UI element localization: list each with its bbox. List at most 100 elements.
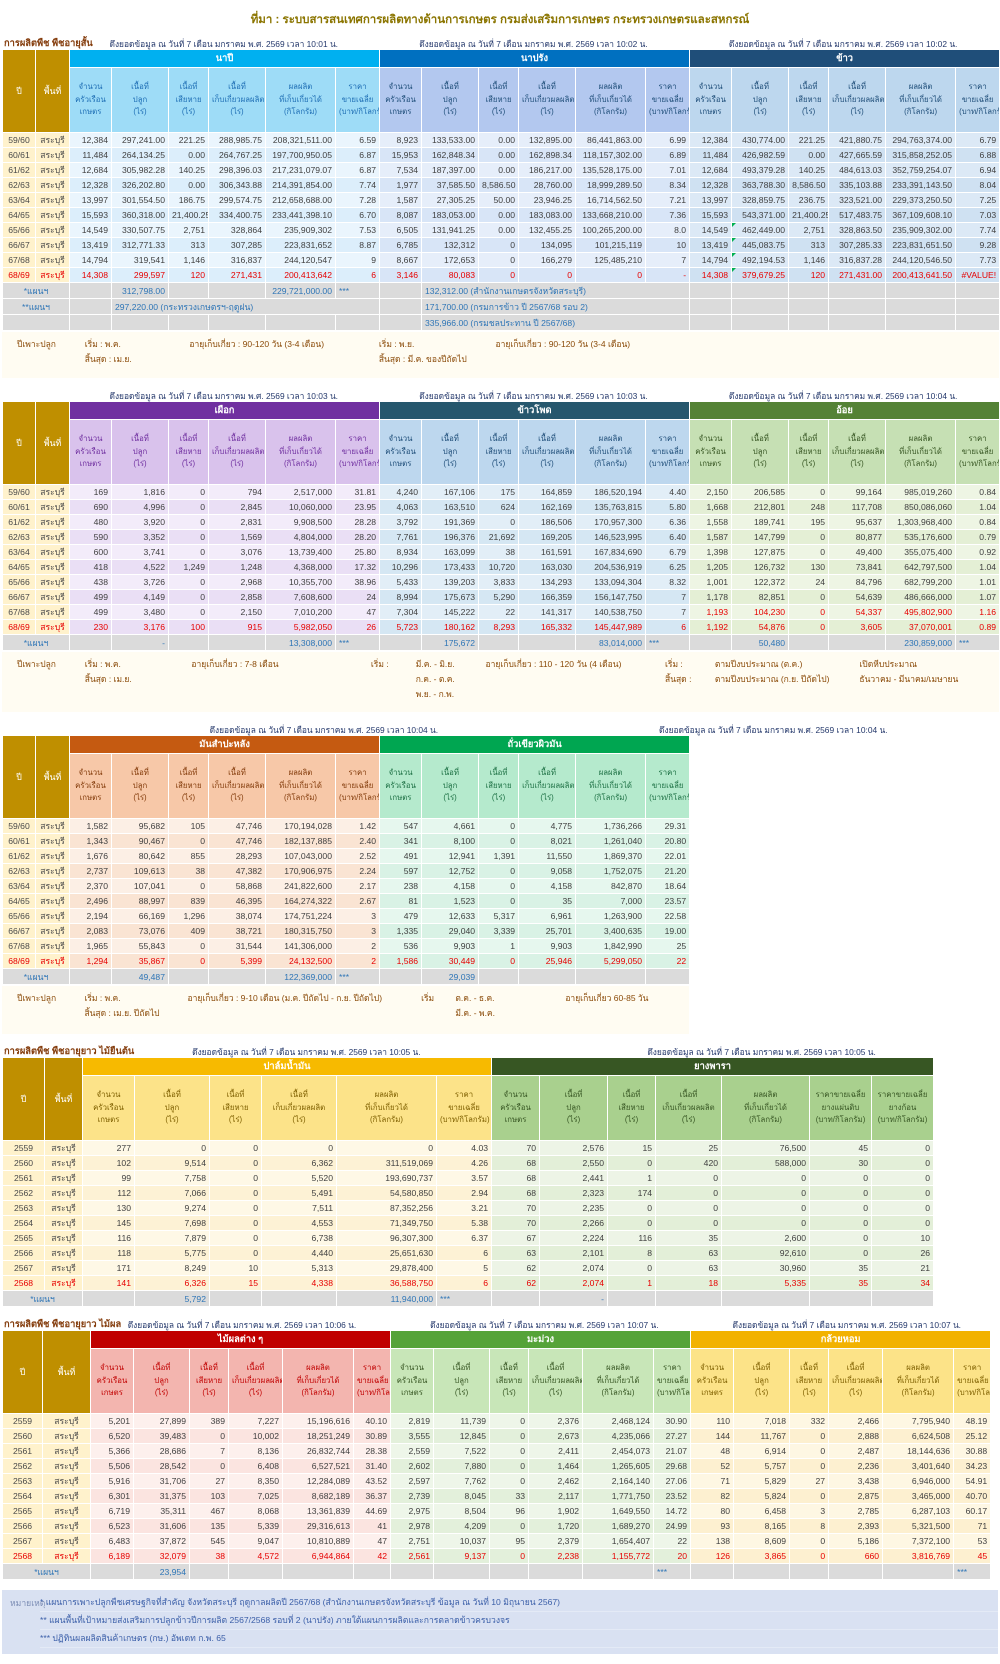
data-cell: 8,667 — [379, 252, 423, 268]
area-cell: สระบุรี — [44, 1155, 83, 1171]
column-header: ผลผลิต ที่เก็บเกี่ยวได้ (กิโลกรัม) — [265, 67, 336, 133]
data-cell: 10,060,000 — [265, 499, 336, 515]
column-header: ราคาขายเฉลี่ย(บาท/กิโลกรัม) — [955, 419, 1000, 485]
data-cell: 76,500 — [721, 1140, 811, 1156]
data-cell: 221.25 — [168, 132, 209, 148]
data-cell: 107,041 — [111, 878, 169, 894]
plan-cell — [788, 282, 830, 299]
plan-cell — [265, 314, 336, 331]
data-cell: 288,985.75 — [208, 132, 266, 148]
data-cell: 1,523 — [421, 893, 480, 909]
data-cell: 0 — [809, 1200, 873, 1216]
data-timestamp: ดึงยอดข้อมูล ณ วันที่ 7 เดือน มกราคม พ.ศ… — [127, 1320, 357, 1330]
column-header: ผลผลิต ที่เก็บเกี่ยวได้ (กิโลกรัม) — [721, 1075, 811, 1141]
data-cell: 132,312 — [421, 237, 480, 253]
data-cell: 3,438 — [828, 1473, 884, 1489]
area-cell: สระบุรี — [35, 484, 70, 500]
column-header: เนื้อที่ เสียหาย (ไร่) — [489, 1348, 530, 1414]
year-cell: 2563 — [2, 1200, 45, 1216]
data-cell: 0 — [607, 1215, 657, 1231]
data-cell: 0 — [478, 514, 520, 530]
data-cell: 189,741 — [731, 514, 790, 530]
year-cell: 62/63 — [2, 863, 36, 879]
data-cell: 1,398 — [689, 544, 733, 560]
column-header: ราคาขายเฉลี่ย(บาท/กิโลกรัม) — [653, 1348, 692, 1414]
data-cell: 196,376 — [421, 529, 480, 545]
plan-cell — [518, 968, 577, 985]
plan-cell — [690, 1563, 735, 1580]
plan-cell — [731, 282, 790, 299]
data-cell: 132,895.00 — [518, 132, 577, 148]
data-cell: 7,025 — [228, 1488, 283, 1504]
data-cell: 277 — [82, 1140, 135, 1156]
plan-cell — [208, 314, 266, 331]
data-cell: 162,169 — [518, 499, 577, 515]
data-cell: 10 — [209, 1260, 262, 1276]
data-cell: 13,739,400 — [265, 544, 336, 560]
data-cell: 0 — [489, 1473, 530, 1489]
data-cell: 183,053.00 — [421, 207, 480, 223]
data-cell: 193,690,737 — [336, 1170, 437, 1186]
area-cell: สระบุรี — [35, 499, 70, 515]
data-cell: 8,923 — [379, 132, 423, 148]
data-cell: 271,431 — [208, 267, 266, 283]
data-cell: 15,196,616 — [282, 1413, 354, 1429]
data-cell: 48.19 — [953, 1413, 992, 1429]
data-cell: 15,953 — [379, 147, 423, 163]
data-cell: 0 — [871, 1185, 935, 1201]
data-cell: 0 — [134, 1140, 210, 1156]
data-cell: 1,294 — [69, 953, 112, 969]
data-cell: 11,767 — [733, 1428, 791, 1444]
table-caption-row: การผลิตพืช พืชอายุยาว ไม้ยืนต้น ดึงยอดข้อ… — [2, 1044, 998, 1057]
plan-cell: 171,700.00 (กรมการข้าว ปี 2567/68 รอบ 2) — [421, 298, 691, 315]
data-cell: 3,400,635 — [575, 923, 647, 939]
year-cell: 59/60 — [2, 484, 36, 500]
data-cell: 5,321,500 — [882, 1518, 955, 1534]
data-cell: 0 — [809, 1215, 873, 1231]
data-cell: 0.00 — [478, 132, 520, 148]
data-cell: 545 — [189, 1533, 229, 1549]
data-cell: 311,519,069 — [336, 1155, 437, 1171]
data-cell: 117,708 — [828, 499, 887, 515]
data-cell: 18,251,249 — [282, 1428, 354, 1444]
plan-cell — [189, 1563, 229, 1580]
section-banner: นาปรัง — [379, 49, 691, 68]
plan-row: *แผนฯ -13,308,000 *** 175,672 83,014,000 *** 5… — [2, 634, 1000, 651]
plan-cell — [871, 1290, 935, 1307]
column-header: ราคาขายเฉลี่ย(บาท/กิโลกรัม) — [334, 419, 381, 485]
area-cell: สระบุรี — [42, 1518, 91, 1534]
data-cell: 2,739 — [390, 1488, 435, 1504]
data-cell: 1,586 — [379, 953, 423, 969]
data-cell: 8,994 — [379, 589, 423, 605]
data-cell: 6,287,103 — [882, 1503, 955, 1519]
data-cell: 2,751 — [390, 1533, 435, 1549]
data-cell: 30 — [809, 1155, 873, 1171]
data-cell: 0 — [788, 589, 830, 605]
data-cell: 328,859.75 — [731, 192, 790, 208]
data-cell: 0 — [168, 484, 209, 500]
year-cell: 63/64 — [2, 878, 36, 894]
data-cell: 1,146 — [168, 252, 209, 268]
data-cell: 6,946,000 — [882, 1473, 955, 1489]
data-cell: 15,593 — [689, 207, 733, 223]
crop-info-item: ต.ค. - ธ.ค. มี.ค. - พ.ค. — [455, 993, 495, 1018]
data-cell: 47,382 — [208, 863, 266, 879]
data-cell: 84,796 — [828, 574, 887, 590]
data-cell: 8.34 — [645, 177, 691, 193]
data-cell: 0 — [209, 1140, 262, 1156]
data-cell: 6,408 — [228, 1458, 283, 1474]
data-cell: 9,274 — [134, 1200, 210, 1216]
data-cell: 3,605 — [828, 619, 887, 635]
data-cell: 7,304 — [379, 604, 423, 620]
data-cell: 8 — [789, 1518, 830, 1534]
data-cell: 161,591 — [518, 544, 577, 560]
data-table: ปี พื้นที่ ไม้ผลต่าง ๆมะม่วง กล้วยหอม จำนวนค… — [2, 1330, 992, 1580]
data-cell: 180,315,750 — [265, 923, 336, 939]
table-row: 2559 สระบุรี 5,201 27,899 389 7,227 15,196,616… — [2, 1413, 992, 1429]
data-cell: 118,157,302.00 — [575, 147, 647, 163]
data-cell: 5,290 — [478, 589, 520, 605]
data-cell: 3,726 — [111, 574, 169, 590]
data-cell: 67 — [491, 1230, 541, 1246]
data-cell: 3,465,000 — [882, 1488, 955, 1504]
